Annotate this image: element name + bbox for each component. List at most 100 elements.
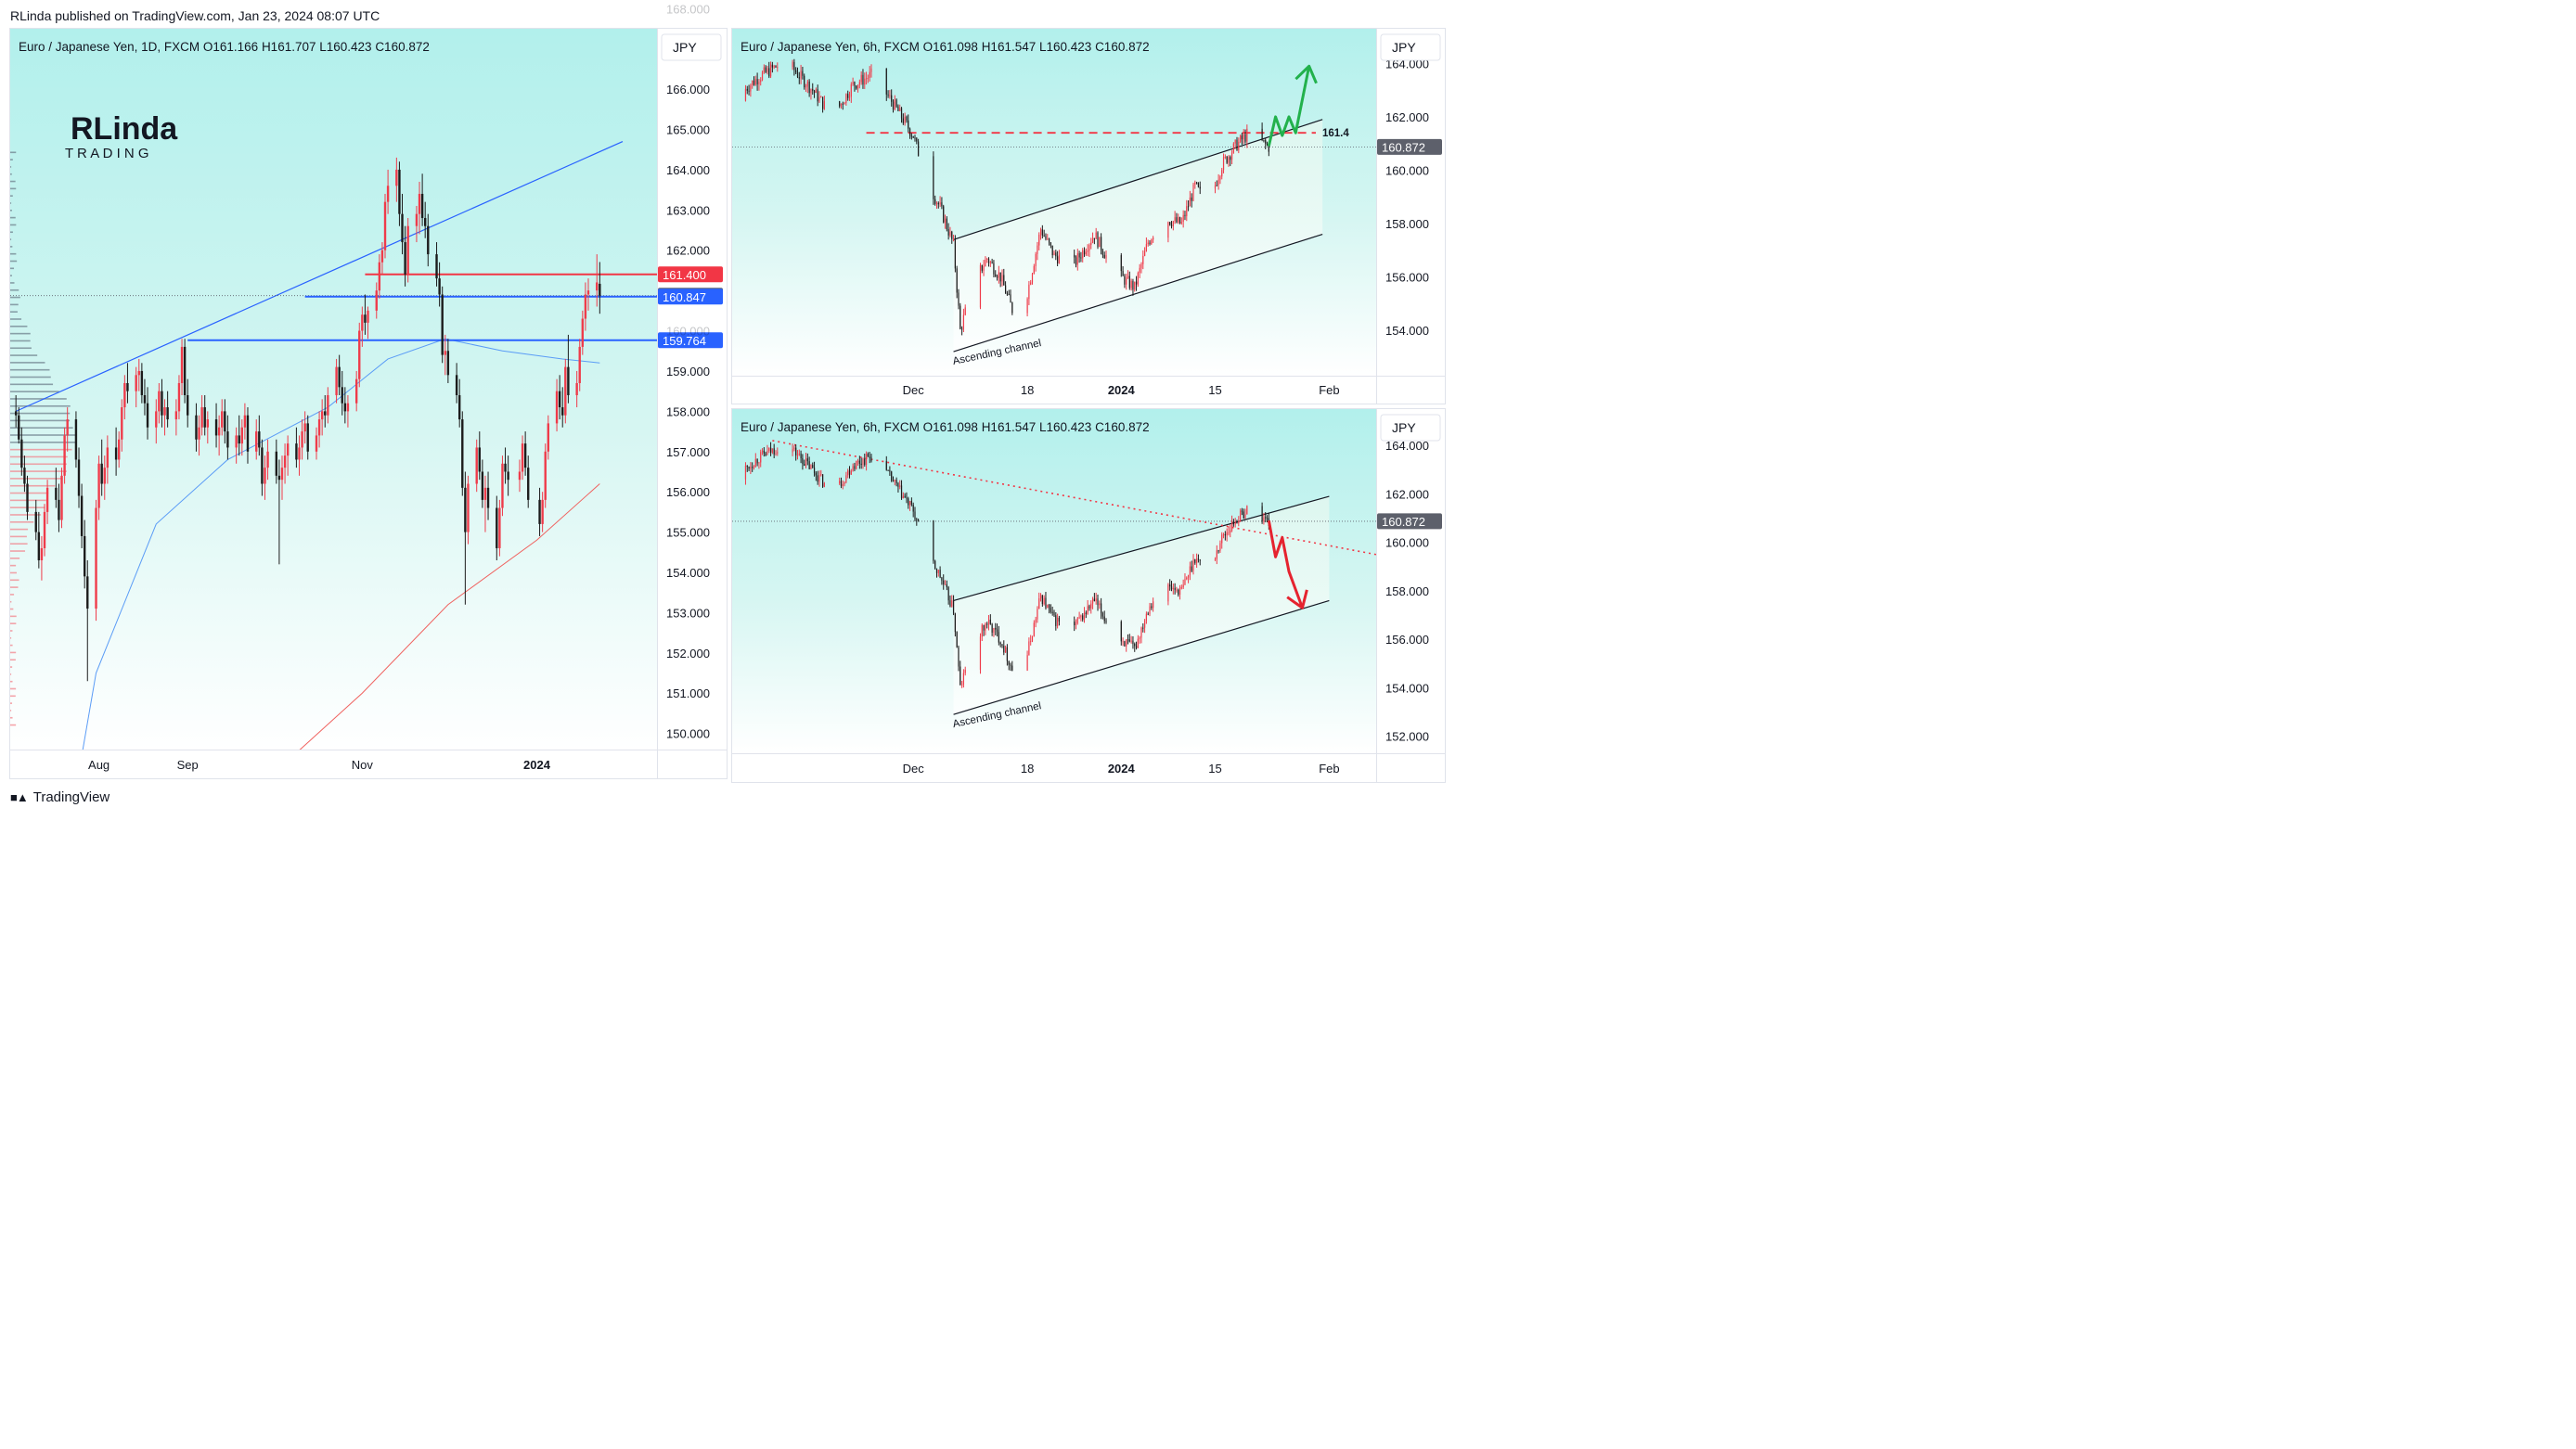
candle-body: [993, 263, 995, 275]
candle-body: [1167, 222, 1169, 238]
candle-body: [1194, 558, 1196, 563]
candle: [1128, 271, 1130, 290]
candle-body: [1145, 613, 1148, 622]
candle-body: [858, 460, 860, 464]
candle: [1035, 251, 1037, 272]
candle-body: [864, 78, 866, 85]
candle-body: [895, 480, 897, 483]
candle-body: [1091, 237, 1094, 243]
candle: [1126, 639, 1127, 652]
candle: [979, 263, 982, 310]
candle-body: [1033, 622, 1035, 636]
candle: [1143, 619, 1146, 634]
candle-body: [860, 463, 862, 465]
candle: [1028, 637, 1030, 656]
candle-body: [902, 118, 904, 123]
candle: [1053, 609, 1055, 618]
candle-body: [842, 483, 844, 486]
candle: [1127, 634, 1129, 645]
candle: [1142, 622, 1144, 633]
candle: [1232, 519, 1234, 527]
candle: [1038, 592, 1040, 609]
charts-canvas[interactable]: 167.000166.000165.000164.000163.000162.0…: [0, 0, 1455, 789]
x-tick-label: 18: [1021, 383, 1034, 397]
candle-body: [1058, 254, 1061, 263]
tradingview-footer[interactable]: ■▲ TradingView: [10, 789, 109, 805]
candle: [766, 444, 768, 455]
candle-body: [415, 213, 419, 226]
candle-body: [916, 137, 918, 142]
candle-body: [1076, 618, 1078, 623]
candle-body: [538, 499, 541, 524]
candle: [820, 96, 822, 98]
candle: [180, 339, 184, 396]
candle-body: [166, 407, 169, 420]
candle-body: [398, 169, 401, 214]
candle: [1134, 642, 1136, 652]
candle: [395, 157, 398, 202]
candle-body: [1142, 255, 1144, 264]
candle-body: [958, 647, 960, 667]
candle-body: [891, 471, 893, 481]
candle-body: [1006, 647, 1008, 661]
candle: [261, 439, 264, 496]
candle-body: [763, 450, 765, 454]
channel-upper-line: [953, 495, 1330, 601]
y-tick-label: 160.000: [1385, 163, 1429, 177]
candle: [766, 65, 768, 75]
candle-body: [40, 547, 44, 560]
candle: [66, 407, 69, 452]
candle: [1076, 617, 1078, 625]
candle-body: [1082, 615, 1084, 620]
candle-body: [1045, 597, 1047, 609]
candle: [996, 274, 998, 281]
candle-body: [1263, 517, 1265, 522]
candle-body: [143, 395, 147, 404]
candle-body: [95, 507, 97, 609]
candle-body: [1057, 617, 1059, 626]
candle: [298, 435, 301, 476]
candle-body: [771, 64, 773, 68]
candle: [1186, 199, 1188, 222]
candle-body: [746, 88, 748, 91]
candle-body: [1189, 197, 1191, 207]
candle: [478, 431, 481, 481]
candle-body: [1263, 139, 1265, 141]
candle-body: [1008, 660, 1010, 665]
candle: [1047, 604, 1049, 609]
candle-body: [1180, 587, 1182, 589]
candle-body: [939, 570, 941, 578]
candle-body: [800, 71, 802, 79]
candle: [947, 585, 949, 605]
candle: [86, 559, 89, 682]
candle-body: [575, 382, 578, 396]
candle-body: [981, 264, 983, 271]
candle: [983, 624, 985, 636]
candle-body: [1039, 595, 1042, 599]
candle-body: [995, 627, 997, 630]
candle: [584, 282, 587, 331]
candle-body: [1191, 566, 1192, 571]
candle: [1174, 583, 1176, 595]
candle: [760, 77, 762, 86]
candle: [860, 457, 862, 469]
candle: [264, 455, 266, 500]
candle: [910, 133, 912, 140]
candle-body: [1127, 639, 1129, 641]
candle: [1074, 250, 1075, 264]
candle: [750, 83, 752, 97]
candle-body: [862, 74, 864, 85]
candle-body: [174, 411, 178, 420]
candle: [504, 447, 507, 484]
candle-body: [80, 495, 84, 536]
candle-body: [1265, 517, 1267, 519]
candle-body: [1182, 214, 1184, 223]
candle: [1217, 173, 1219, 190]
candle: [796, 67, 799, 79]
candle-body: [845, 475, 847, 482]
candle: [777, 447, 779, 456]
candle: [301, 419, 303, 460]
candle-body: [756, 79, 758, 84]
candle: [327, 387, 329, 424]
projection-arrow-head: [1286, 589, 1308, 609]
